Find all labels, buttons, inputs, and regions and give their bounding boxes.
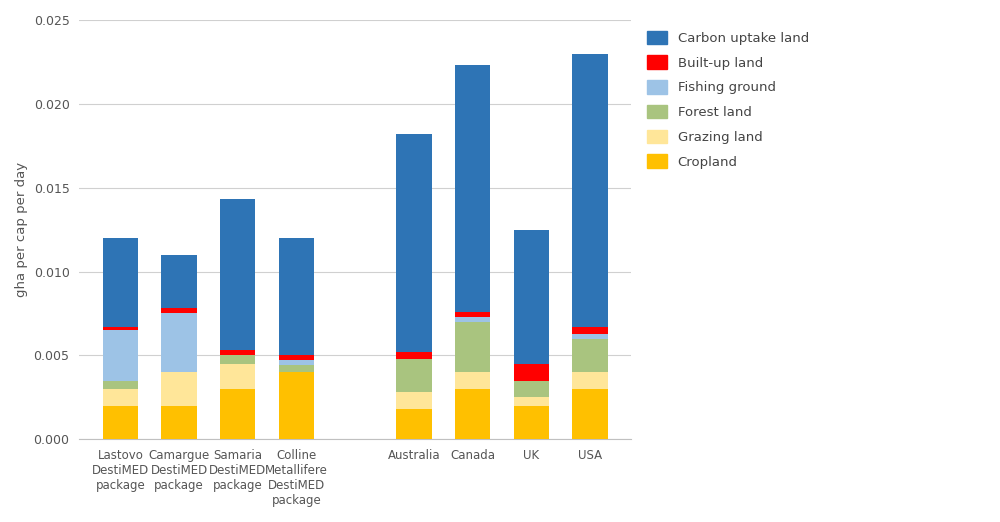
- Bar: [396, 393, 432, 409]
- Bar: [514, 230, 549, 364]
- Bar: [161, 372, 197, 406]
- Bar: [103, 406, 138, 440]
- Bar: [455, 322, 490, 372]
- Bar: [514, 406, 549, 440]
- Bar: [572, 54, 608, 327]
- Bar: [103, 330, 138, 381]
- Bar: [514, 397, 549, 406]
- Bar: [396, 409, 432, 440]
- Bar: [514, 364, 549, 381]
- Bar: [455, 389, 490, 440]
- Bar: [103, 381, 138, 389]
- Bar: [572, 389, 608, 440]
- Bar: [572, 339, 608, 372]
- Bar: [220, 364, 255, 389]
- Bar: [455, 65, 490, 312]
- Bar: [161, 309, 197, 314]
- Bar: [103, 327, 138, 330]
- Bar: [455, 312, 490, 317]
- Bar: [103, 238, 138, 327]
- Bar: [220, 350, 255, 355]
- Bar: [220, 389, 255, 440]
- Bar: [279, 238, 314, 355]
- Legend: Carbon uptake land, Built-up land, Fishing ground, Forest land, Grazing land, Cr: Carbon uptake land, Built-up land, Fishi…: [643, 27, 813, 173]
- Bar: [455, 317, 490, 322]
- Bar: [279, 355, 314, 361]
- Bar: [572, 327, 608, 334]
- Y-axis label: gha per cap per day: gha per cap per day: [15, 162, 28, 297]
- Bar: [161, 406, 197, 440]
- Bar: [220, 199, 255, 350]
- Bar: [220, 355, 255, 364]
- Bar: [279, 361, 314, 365]
- Bar: [572, 372, 608, 389]
- Bar: [161, 314, 197, 372]
- Bar: [279, 372, 314, 440]
- Bar: [455, 372, 490, 389]
- Bar: [103, 389, 138, 406]
- Bar: [396, 359, 432, 393]
- Bar: [279, 365, 314, 372]
- Bar: [572, 334, 608, 339]
- Bar: [396, 352, 432, 359]
- Bar: [161, 255, 197, 309]
- Bar: [514, 381, 549, 397]
- Bar: [396, 134, 432, 352]
